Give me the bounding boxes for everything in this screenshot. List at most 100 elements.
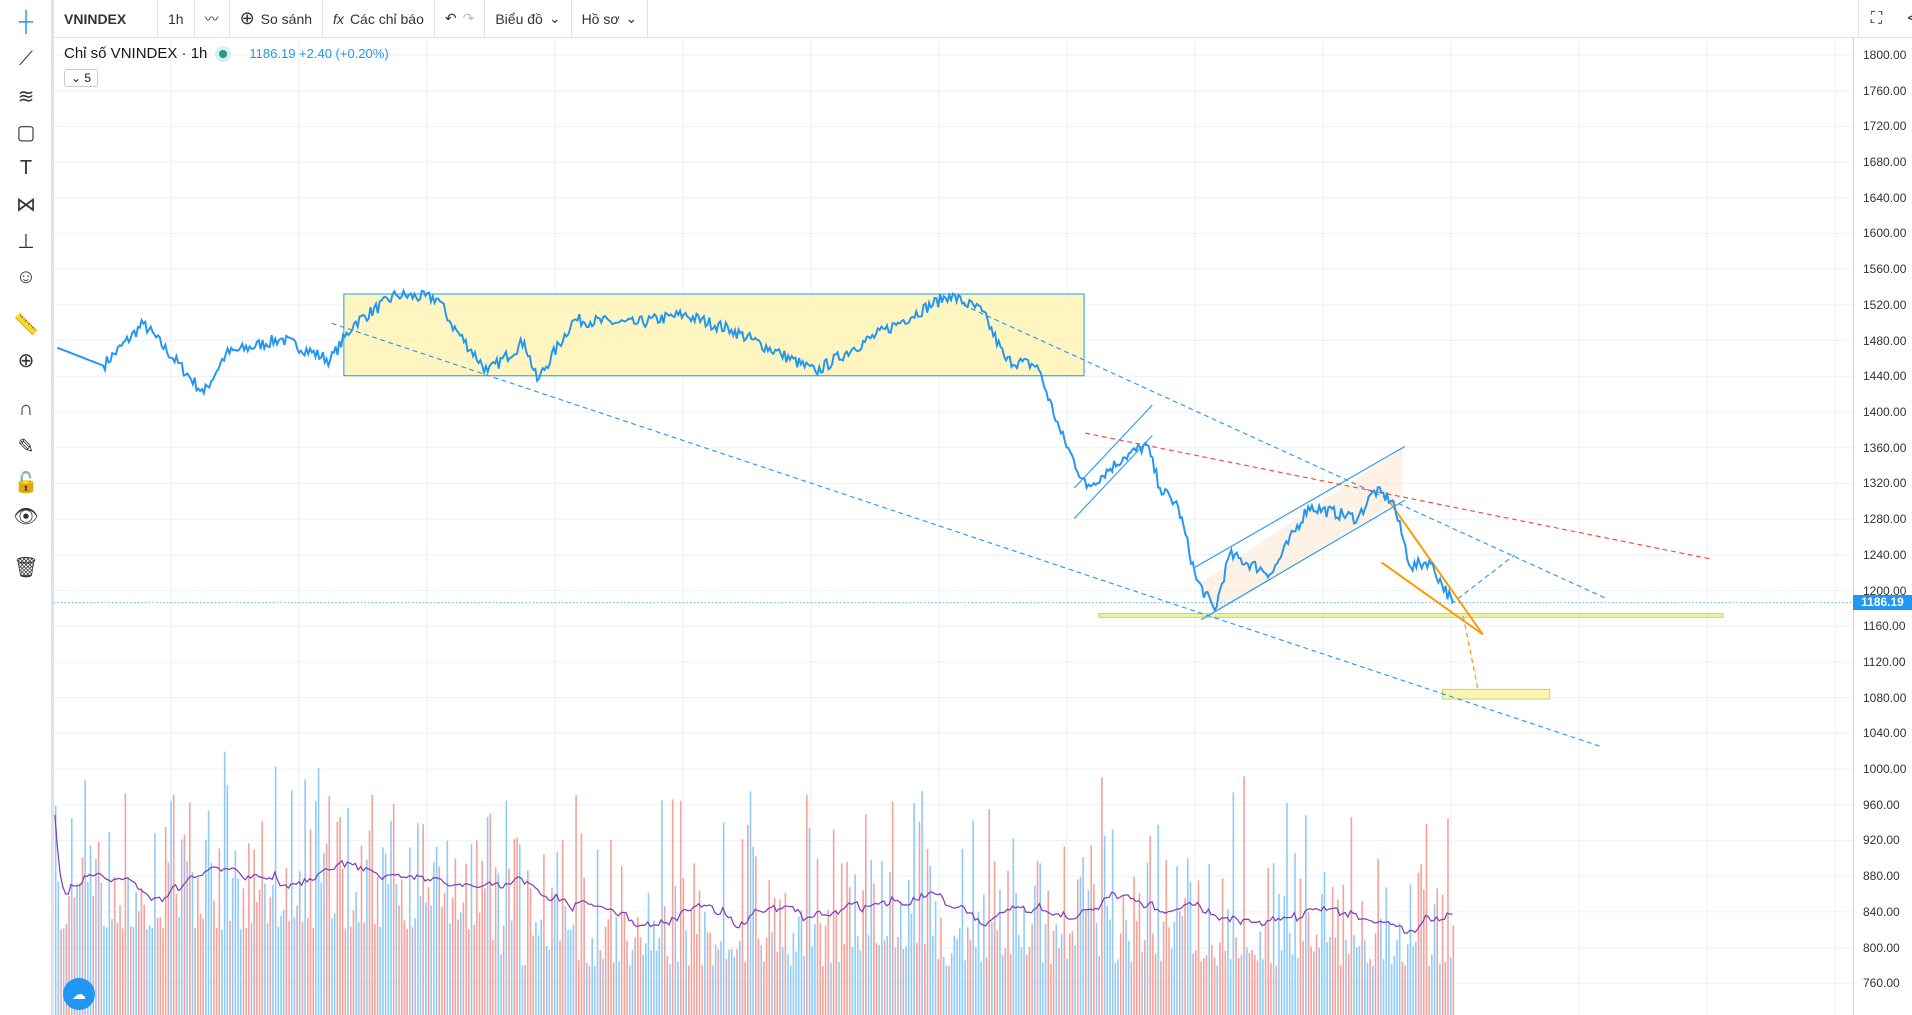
pattern-icon[interactable]: ⋈ <box>16 193 36 216</box>
volume-bar <box>709 932 712 1015</box>
volume-bar <box>1313 951 1315 1015</box>
fibonacci-icon[interactable]: ≋ <box>17 85 35 108</box>
volume-bar <box>1063 846 1066 1015</box>
volume-bar <box>379 926 382 1015</box>
logo-icon[interactable]: ☁ <box>63 978 95 1010</box>
volume-bar <box>518 844 521 1015</box>
volume-bar <box>1272 862 1275 1015</box>
volume-bar <box>425 902 427 1015</box>
rectangle-icon[interactable]: ▢ <box>16 121 36 144</box>
volume-bar <box>1165 859 1168 1015</box>
volume-bar <box>1133 876 1135 1015</box>
redo-icon[interactable]: ↷ <box>462 10 475 26</box>
lock-drawing-icon[interactable]: ✎ <box>17 435 35 458</box>
trend-lines[interactable] <box>331 304 1605 748</box>
volume-bar <box>1141 952 1143 1015</box>
volume-bar <box>1280 950 1283 1015</box>
volume-bar <box>1227 909 1229 1015</box>
volume-bar <box>459 912 462 1015</box>
chart-type-button[interactable]: 〰 <box>195 0 230 38</box>
volume-bar <box>975 947 977 1015</box>
volume-bar <box>312 927 314 1015</box>
volume-bar <box>1304 815 1307 1015</box>
volume-bar <box>1184 898 1186 1015</box>
magnet-icon[interactable]: ∩ <box>18 397 34 420</box>
volume-bar <box>991 921 993 1015</box>
volume-bar <box>886 935 889 1015</box>
volume-bar <box>1380 918 1382 1015</box>
volume-bar <box>1353 934 1355 1015</box>
volume-bar <box>1406 944 1409 1015</box>
volume-bar <box>620 866 623 1015</box>
volume-bar <box>258 889 261 1015</box>
volume-bar <box>666 955 669 1015</box>
undo-redo: ↶ ↷ <box>435 0 486 38</box>
target-zone[interactable] <box>1442 688 1551 700</box>
volume-bar <box>1020 947 1023 1015</box>
volume-bar <box>1152 933 1154 1015</box>
compare-button[interactable]: ⊕ So sánh <box>230 0 324 38</box>
price-tick: 1040.00 <box>1863 726 1907 741</box>
volume-bar <box>768 880 771 1015</box>
eye-icon[interactable]: 👁 <box>13 505 39 528</box>
share-icon[interactable]: < <box>1907 10 1912 27</box>
volume-bar <box>368 830 371 1015</box>
volume-bar <box>116 922 119 1015</box>
text-icon[interactable]: T <box>19 156 33 179</box>
price-axis[interactable]: 1800.00 1760.00 1720.00 1680.00 1640.00 1600.… <box>1853 38 1912 1015</box>
volume-bar <box>360 845 363 1015</box>
indicators-label: Các chỉ báo <box>349 10 424 27</box>
wedge-lines[interactable] <box>1381 502 1484 690</box>
emoji-icon[interactable]: ☺ <box>15 265 37 288</box>
volume-bar <box>1275 965 1278 1015</box>
price-tick: 1680.00 <box>1863 155 1907 170</box>
volume-bar <box>317 767 320 1015</box>
volume-bar <box>502 925 505 1015</box>
volume-bar <box>1023 906 1025 1015</box>
indicator-count: 5 <box>84 71 92 85</box>
volume-bar <box>653 920 655 1015</box>
volume-bar <box>272 884 274 1015</box>
volume-bar <box>905 946 907 1015</box>
volume-bar <box>301 921 304 1015</box>
volume-bar <box>958 928 961 1015</box>
volume-bar <box>218 848 221 1015</box>
zoom-in-icon[interactable]: ⊕ <box>17 349 35 372</box>
volume-bar <box>202 918 205 1015</box>
indicators-button[interactable]: fx Các chỉ báo <box>323 0 435 38</box>
volume-bar <box>1256 960 1259 1015</box>
support-zone[interactable] <box>1098 613 1724 618</box>
profile-menu-button[interactable]: Hồ sơ ⌄ <box>572 0 649 38</box>
trend-line-icon[interactable]: ⟋ <box>19 47 33 70</box>
fullscreen-icon[interactable]: ⛶ <box>1858 0 1894 38</box>
lock-icon[interactable]: 🔓 <box>13 471 39 494</box>
interval-button[interactable]: 1h <box>158 0 195 38</box>
volume-bar <box>513 838 516 1015</box>
volume-bar <box>363 922 365 1015</box>
volume-bar <box>577 960 580 1015</box>
measure-icon[interactable]: ⊥ <box>17 230 35 253</box>
volume-bar <box>953 935 956 1015</box>
volume-bar <box>497 873 500 1015</box>
chart-menu-button[interactable]: Biểu đồ ⌄ <box>485 0 572 38</box>
volume-bar <box>1428 965 1430 1015</box>
symbol-search[interactable]: VNINDEX <box>54 0 158 38</box>
volume-bar <box>1436 888 1439 1015</box>
volume-bar <box>693 863 695 1015</box>
resistance-line[interactable] <box>1085 432 1710 560</box>
crosshair-icon[interactable]: ┼ <box>18 10 34 33</box>
volume-bar <box>229 920 231 1015</box>
trash-icon[interactable]: 🗑 <box>13 556 39 579</box>
volume-bar <box>1278 894 1280 1015</box>
volume-bar <box>191 872 194 1015</box>
range-box[interactable] <box>343 293 1085 377</box>
volume-bar <box>382 847 384 1015</box>
volume-bar <box>148 925 151 1015</box>
volume-bar <box>1299 878 1302 1015</box>
undo-icon[interactable]: ↶ <box>444 10 457 26</box>
volume-bar <box>916 942 918 1015</box>
collapse-indicators-button[interactable]: ⌄ 5 <box>64 69 99 87</box>
ruler-icon[interactable]: 📏 <box>13 313 39 336</box>
volume-bar <box>1224 950 1227 1015</box>
